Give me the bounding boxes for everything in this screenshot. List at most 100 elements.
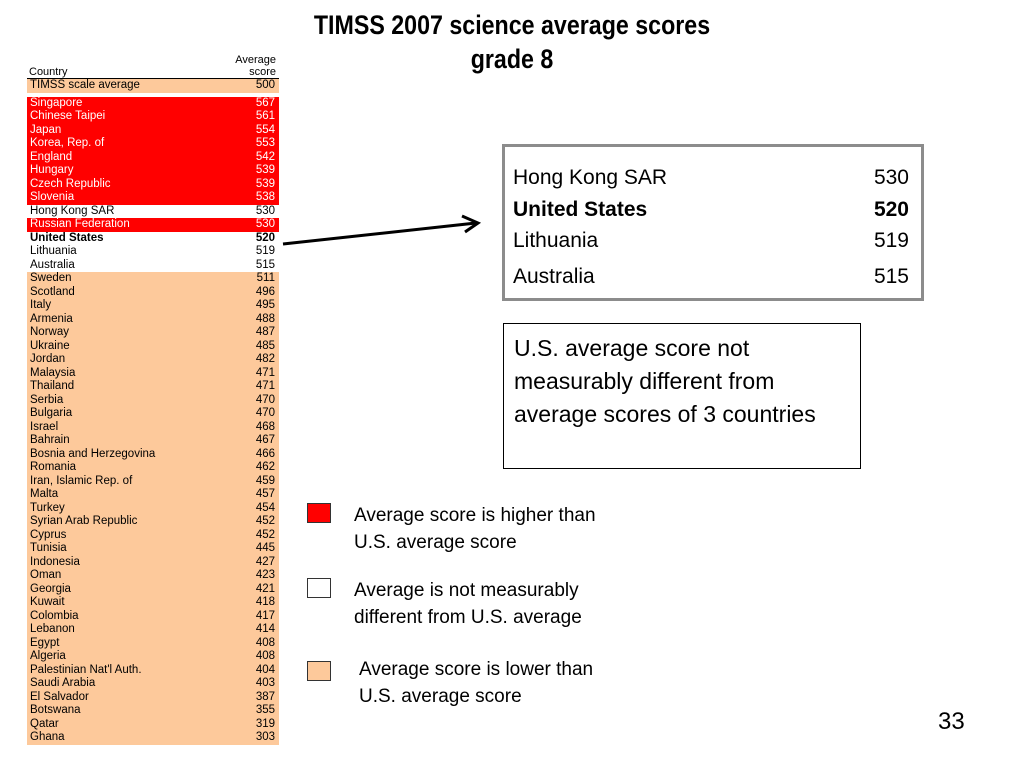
country-name: Thailand	[30, 380, 75, 392]
zoom-country: Lithuania	[513, 229, 599, 252]
country-name: Japan	[30, 123, 62, 136]
table-row: Oman 423	[27, 569, 279, 583]
table-row: TIMSS scale average 500	[27, 79, 279, 93]
table-row: Qatar 319	[27, 717, 279, 731]
country-score: 452	[255, 515, 275, 527]
country-name: Bosnia and Herzegovina	[30, 447, 156, 460]
country-name: Oman	[30, 569, 62, 581]
country-score: 387	[255, 690, 275, 703]
zoom-country: United States	[513, 198, 648, 221]
slide-title: TIMSS 2007 science average scores grade …	[72, 8, 953, 76]
country-score: 319	[255, 717, 275, 730]
country-name: Hong Kong SAR	[30, 204, 115, 217]
country-name: Ghana	[30, 731, 65, 743]
zoomed-excerpt: Hong Kong SAR 530 United States 520 Lith…	[502, 144, 924, 301]
country-score: 414	[255, 623, 275, 635]
country-score: 452	[255, 528, 275, 541]
table-row: Turkey 454	[27, 501, 279, 515]
table-row: Lebanon 414	[27, 623, 279, 637]
country-score: 520	[255, 231, 275, 244]
country-name: Sweden	[30, 272, 72, 284]
table-row: Egypt 408	[27, 636, 279, 650]
country-name: Czech Republic	[30, 177, 111, 190]
score-header-line-2: score	[249, 66, 276, 78]
table-row: Iran, Islamic Rep. of 459	[27, 474, 279, 488]
table-row: Australia 515	[27, 258, 279, 272]
table-row: Saudi Arabia 403	[27, 677, 279, 691]
note-box: U.S. average score not measurably differ…	[503, 323, 861, 469]
country-name: TIMSS scale average	[30, 79, 140, 91]
table-row: Czech Republic 539	[27, 177, 279, 191]
table-row: Indonesia 427	[27, 555, 279, 569]
legend-label-not-different: Average is not measurably different from…	[354, 577, 654, 631]
country-score: 553	[255, 137, 275, 149]
country-score: 495	[255, 299, 275, 311]
country-name: Singapore	[30, 96, 83, 109]
country-score: 567	[255, 96, 275, 109]
country-score: 488	[255, 312, 275, 325]
country-score: 539	[255, 164, 275, 176]
country-score: 487	[255, 326, 275, 338]
country-name: Lithuania	[30, 245, 77, 257]
country-score: 454	[255, 501, 275, 514]
table-row: Syrian Arab Republic 452	[27, 515, 279, 529]
page-number: 33	[938, 708, 965, 735]
legend-line: U.S. average score	[354, 532, 517, 553]
table-row: Malaysia 471	[27, 366, 279, 380]
country-score: 466	[255, 447, 275, 460]
country-score: 457	[255, 488, 275, 500]
country-score: 417	[255, 609, 275, 622]
country-score: 445	[255, 542, 275, 554]
table-row: Serbia 470	[27, 393, 279, 407]
country-name: Armenia	[30, 312, 73, 325]
country-name: Korea, Rep. of	[30, 137, 105, 149]
table-row: Lithuania 519	[27, 245, 279, 259]
country-name: Slovenia	[30, 191, 75, 203]
table-row: Israel 468	[27, 420, 279, 434]
table-row: Bahrain 467	[27, 434, 279, 448]
country-score: 530	[255, 218, 275, 230]
table-row: Russian Federation 530	[27, 218, 279, 232]
legend-swatch-higher	[307, 503, 331, 523]
table-row: Italy 495	[27, 299, 279, 313]
table-row: Malta 457	[27, 488, 279, 502]
country-score: 511	[256, 272, 275, 284]
table-row: Hong Kong SAR 530	[27, 204, 279, 218]
country-score: 408	[255, 636, 275, 649]
legend-line: Average score is higher than	[354, 505, 596, 526]
country-name: Malta	[30, 488, 59, 500]
zoom-row: Australia 515	[513, 264, 909, 290]
country-name: Syrian Arab Republic	[30, 515, 138, 527]
table-row: El Salvador 387	[27, 690, 279, 704]
country-score: 459	[255, 474, 275, 487]
country-score: 427	[255, 555, 275, 568]
country-name: Turkey	[30, 501, 65, 514]
table-row: Norway 487	[27, 326, 279, 340]
country-name: Saudi Arabia	[30, 677, 96, 689]
country-score: 538	[255, 191, 275, 203]
zoom-row: Lithuania 519	[513, 228, 909, 254]
country-score: 423	[255, 569, 275, 581]
country-name: Chinese Taipei	[30, 110, 106, 122]
country-name: Jordan	[30, 353, 66, 365]
arrow-line	[282, 221, 477, 246]
country-name: Qatar	[30, 717, 59, 730]
table-row: Korea, Rep. of 553	[27, 137, 279, 151]
table-row: Cyprus 452	[27, 528, 279, 542]
table-row: Singapore 567	[27, 96, 279, 110]
country-score: 500	[255, 79, 275, 91]
header-rule	[27, 78, 279, 79]
country-name: Botswana	[30, 704, 81, 716]
country-name: Scotland	[30, 285, 75, 298]
country-name: Algeria	[30, 650, 66, 662]
table-row: Hungary 539	[27, 164, 279, 178]
legend-line: Average is not measurably	[354, 580, 579, 601]
country-name: Indonesia	[30, 555, 80, 568]
country-name: Malaysia	[30, 366, 76, 379]
country-name: Norway	[30, 326, 69, 338]
legend-line: Average score is lower than	[359, 659, 594, 680]
zoom-row: United States 520	[513, 197, 909, 223]
country-name: Hungary	[30, 164, 74, 176]
country-name: El Salvador	[30, 690, 89, 703]
